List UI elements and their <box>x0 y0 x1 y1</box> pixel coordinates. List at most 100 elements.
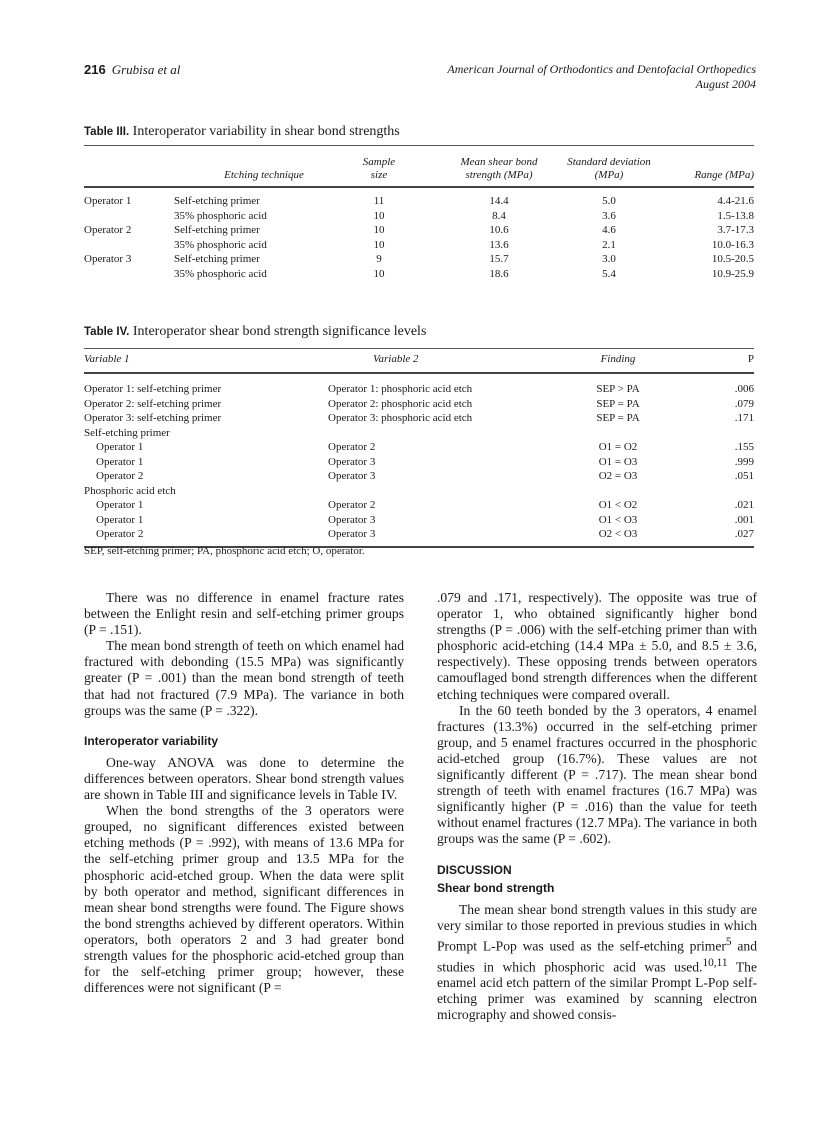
table-cell: 10.9-25.9 <box>711 267 754 280</box>
subsection-heading: Shear bond strength <box>437 880 555 895</box>
table-cell: Self-etching primer <box>174 253 260 265</box>
table-row: 35% phosphoric acid 10 8.4 3.6 1.5-13.8 <box>84 209 754 224</box>
citation: 5 <box>725 935 732 948</box>
table-cell: Operator 1 <box>84 195 132 207</box>
table-cell: Operator 2: phosphoric acid etch <box>328 397 473 410</box>
table-cell: Operator 1 <box>96 499 144 511</box>
table-cell <box>558 484 678 499</box>
table-header-row: Etching technique Sample size Mean shear… <box>84 146 754 187</box>
table-cell: 10.0-16.3 <box>711 238 754 251</box>
table-cell: 35% phosphoric acid <box>174 209 267 222</box>
table-cell: 10 <box>373 224 385 236</box>
table-cell: Operator 1: phosphoric acid etch <box>328 383 473 395</box>
running-header-left: 216 Grubisa et al <box>84 62 180 78</box>
table-cell: 9 <box>376 253 382 265</box>
table-cell: O1 < O3 <box>598 513 638 526</box>
col-etching: Etching technique <box>224 169 304 181</box>
table-cell: 10.6 <box>489 224 509 236</box>
table-cell: 35% phosphoric acid <box>174 238 267 251</box>
table-cell: Self-etching primer <box>84 426 170 439</box>
table-cell: 14.4 <box>489 195 509 207</box>
col-range: Range (MPa) <box>694 169 754 181</box>
table-cell <box>678 426 754 441</box>
paragraph: When the bond strengths of the 3 operato… <box>84 803 404 996</box>
table-cell: 4.6 <box>602 224 616 236</box>
table4-footnote: SEP, self-etching primer; PA, phosphoric… <box>84 545 365 557</box>
col-sd: Standard deviation (MPa) <box>567 156 651 181</box>
table-row: Operator 3 Self-etching primer 9 15.7 3.0 10.… <box>84 252 754 267</box>
table-cell <box>678 484 754 499</box>
table-cell: O2 = O3 <box>598 470 638 482</box>
page-number: 216 <box>84 62 106 77</box>
table-cell: 3.6 <box>602 209 616 222</box>
table-cell <box>558 426 678 441</box>
table-cell: Operator 2 <box>328 499 376 511</box>
table-cell: 4.4-21.6 <box>717 195 754 207</box>
table-cell <box>328 484 558 499</box>
table-cell: .006 <box>734 383 754 395</box>
section-heading: Interoperator variability <box>84 733 219 748</box>
table-cell: Operator 1 <box>96 455 144 468</box>
table4: Variable 1 Variable 2 Finding P Operator… <box>84 348 754 548</box>
left-column: There was no difference in enamel fractu… <box>84 590 404 996</box>
table-row: Operator 1 Operator 2 O1 < O2 .021 <box>84 498 754 513</box>
table-cell: Operator 3 <box>84 253 132 265</box>
table-cell: SEP = PA <box>596 412 640 424</box>
table-cell: O1 = O3 <box>598 455 638 468</box>
table-cell: O1 < O2 <box>598 499 638 511</box>
table-cell: .999 <box>734 455 754 468</box>
table-cell: SEP > PA <box>596 383 640 395</box>
table-row: Operator 2 Operator 3 O2 = O3 .051 <box>84 469 754 484</box>
table-cell: Phosphoric acid etch <box>84 484 176 497</box>
table-cell: O1 = O2 <box>598 441 638 453</box>
table3: Etching technique Sample size Mean shear… <box>84 145 754 281</box>
table-cell: 35% phosphoric acid <box>174 267 267 280</box>
table-cell: 10 <box>373 238 385 251</box>
table-cell: O2 < O3 <box>598 528 638 540</box>
table-cell: SEP = PA <box>596 397 640 410</box>
table-cell: Operator 3 <box>328 470 376 482</box>
table-cell: Operator 2 <box>84 224 132 236</box>
table-row: Operator 1 Operator 3 O1 < O3 .001 <box>84 513 754 528</box>
table-row: Operator 2: self-etching primer Operator … <box>84 397 754 412</box>
table-cell <box>84 238 174 253</box>
table-cell: Operator 3: phosphoric acid etch <box>328 412 473 424</box>
paragraph: The mean shear bond strength values in t… <box>437 901 758 1023</box>
table-cell: 15.7 <box>489 253 509 265</box>
table-cell: .027 <box>734 528 754 540</box>
table-row: 35% phosphoric acid 10 18.6 5.4 10.9-25.9 <box>84 267 754 282</box>
issue-date: August 2004 <box>695 77 756 91</box>
table-row: Operator 1 Operator 2 O1 = O2 .155 <box>84 440 754 455</box>
table-cell: Operator 2 <box>96 528 144 540</box>
running-header-right: American Journal of Orthodontics and Den… <box>447 62 756 92</box>
table-cell <box>84 267 174 282</box>
table-cell: 3.0 <box>602 253 616 265</box>
table-row: Operator 1: self-etching primer Operator … <box>84 373 754 397</box>
right-column: .079 and .171, respectively). The opposi… <box>437 590 757 1023</box>
table-cell: .155 <box>734 441 754 453</box>
journal-name: American Journal of Orthodontics and Den… <box>447 62 756 76</box>
table-row: Phosphoric acid etch <box>84 484 754 499</box>
table-cell <box>84 209 174 224</box>
table-row: Operator 2 Operator 3 O2 < O3 .027 <box>84 527 754 547</box>
table-cell: 10 <box>373 267 385 280</box>
table-cell: .171 <box>734 412 754 424</box>
table-header-row: Variable 1 Variable 2 Finding P <box>84 349 754 373</box>
section-heading: DISCUSSION <box>437 862 512 877</box>
col-sample: Sample size <box>362 156 396 181</box>
table-cell: Operator 2 <box>96 470 144 482</box>
table-cell: Operator 2 <box>328 441 376 453</box>
paragraph: The mean bond strength of teeth on which… <box>84 638 404 718</box>
table-cell: 3.7-17.3 <box>717 224 754 236</box>
table-row: 35% phosphoric acid 10 13.6 2.1 10.0-16.3 <box>84 238 754 253</box>
table-row: Self-etching primer <box>84 426 754 441</box>
table-cell: .051 <box>734 470 754 482</box>
table-cell: Operator 1 <box>96 513 144 526</box>
table-row: Operator 1 Self-etching primer 11 14.4 5.0 4.… <box>84 187 754 209</box>
col-mean: Mean shear bond strength (MPa) <box>460 156 538 181</box>
paragraph: .079 and .171, respectively). The opposi… <box>437 590 757 702</box>
table-cell: 11 <box>373 195 385 207</box>
table-cell: .001 <box>734 513 754 526</box>
citation: 10,11 <box>702 956 728 969</box>
